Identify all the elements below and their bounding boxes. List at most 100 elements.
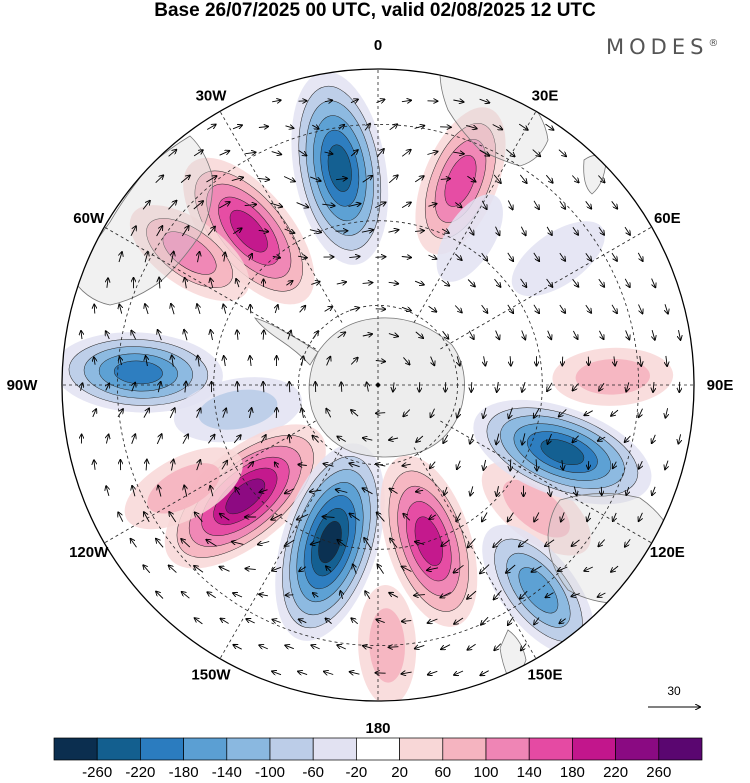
wind-arrow [263, 330, 264, 340]
wind-arrow [546, 226, 552, 235]
wind-arrow [362, 283, 373, 284]
wind-arrow [312, 125, 318, 129]
wind-arrow [598, 593, 606, 597]
wind-arrow [245, 569, 256, 570]
wind-arrow [598, 330, 603, 339]
wind-arrow [585, 304, 591, 313]
wind-arrow [534, 512, 540, 521]
wind-arrow [271, 152, 282, 155]
wind-arrow [377, 513, 385, 522]
wind-arrow [289, 382, 290, 393]
wind-arrow [613, 512, 616, 521]
wind-arrow [401, 100, 411, 101]
wind-arrow [457, 356, 460, 365]
wind-arrow [193, 201, 203, 210]
anomaly-contour [162, 231, 217, 275]
colorbar-swatch [183, 737, 228, 761]
anomaly-contour [229, 209, 268, 253]
wind-arrow [428, 305, 437, 312]
wind-arrow [156, 592, 164, 599]
wind-arrow [169, 565, 177, 573]
wind-arrow [611, 201, 618, 208]
wind-arrow [481, 304, 488, 313]
wind-arrow [377, 564, 384, 574]
wind-arrow [440, 592, 451, 598]
wind-arrow [156, 434, 161, 445]
colorbar-swatch [312, 737, 357, 761]
longitude-label: 60W [73, 210, 105, 227]
wind-arrow [416, 490, 424, 491]
colorbar-swatch [269, 737, 314, 761]
wind-arrow [350, 672, 360, 674]
wind-arrow [310, 490, 322, 492]
colorbar-tick-label: -180 [169, 764, 199, 781]
wind-arrow [427, 568, 439, 570]
wind-arrow [206, 540, 217, 547]
wind-arrow [120, 357, 122, 366]
wind-arrow [259, 594, 268, 596]
wind-arrow [652, 486, 655, 495]
wind-arrow [415, 231, 424, 232]
wind-arrow [497, 486, 499, 496]
wind-arrow [638, 304, 643, 314]
colorbar-swatch [399, 737, 444, 761]
wind-arrow [258, 542, 270, 545]
wind-arrow [495, 226, 500, 236]
wind-arrow [93, 409, 96, 418]
wind-arrow [665, 408, 667, 418]
wind-arrow [211, 330, 213, 341]
wind-arrow [302, 408, 304, 418]
colorbar-tick-label: -100 [255, 764, 285, 781]
wind-arrow [414, 176, 424, 183]
wind-arrow [208, 435, 214, 444]
wind-arrow [106, 435, 108, 444]
wind-arrow [351, 410, 359, 417]
colorbar-tick-label: -60 [302, 764, 324, 781]
wind-arrow [496, 433, 499, 445]
wind-arrow [285, 645, 294, 648]
wind-arrow [470, 434, 473, 444]
colorbar-swatch [226, 737, 271, 761]
wind-arrow [388, 282, 399, 283]
wind-arrow [666, 355, 667, 366]
wind-arrow [250, 305, 251, 314]
wind-arrow [270, 202, 283, 207]
wind-arrow [389, 647, 399, 648]
anomaly-contour [575, 358, 650, 395]
wind-arrow [324, 100, 332, 101]
wind-arrow [336, 282, 346, 284]
wind-arrow [401, 257, 411, 258]
wind-arrow [232, 542, 244, 545]
colorbar-tick-label: -140 [212, 764, 242, 781]
antarctica-landmass [308, 317, 465, 458]
colorbar-swatch [658, 737, 703, 761]
wind-arrow [309, 230, 321, 233]
colorbar-tick-label: 60 [434, 764, 451, 781]
wind-arrow [298, 671, 308, 674]
wind-arrow [679, 330, 681, 340]
wind-arrow [482, 512, 488, 522]
wind-arrow [288, 331, 291, 340]
wind-arrow [143, 408, 149, 418]
wind-arrow [624, 278, 630, 287]
meridian-line [440, 420, 652, 544]
longitude-label: 30E [532, 88, 559, 105]
registered-mark: ® [708, 38, 719, 49]
south-america [69, 135, 213, 306]
wind-arrow [198, 356, 200, 367]
wind-arrow [454, 670, 464, 675]
wind-arrow [611, 565, 619, 572]
wind-arrow [132, 434, 136, 444]
wind-arrow [599, 383, 605, 390]
graticule [62, 69, 694, 701]
wind-arrow [402, 464, 411, 466]
wind-arrow [144, 512, 150, 523]
wind-arrow [533, 200, 539, 209]
wind-arrow [652, 329, 655, 340]
wind-arrow [440, 179, 450, 180]
wind-arrow [246, 619, 255, 624]
wind-arrow [471, 382, 472, 392]
wind-arrow [519, 174, 526, 183]
wind-arrow [94, 460, 95, 470]
wind-arrow [233, 645, 242, 650]
